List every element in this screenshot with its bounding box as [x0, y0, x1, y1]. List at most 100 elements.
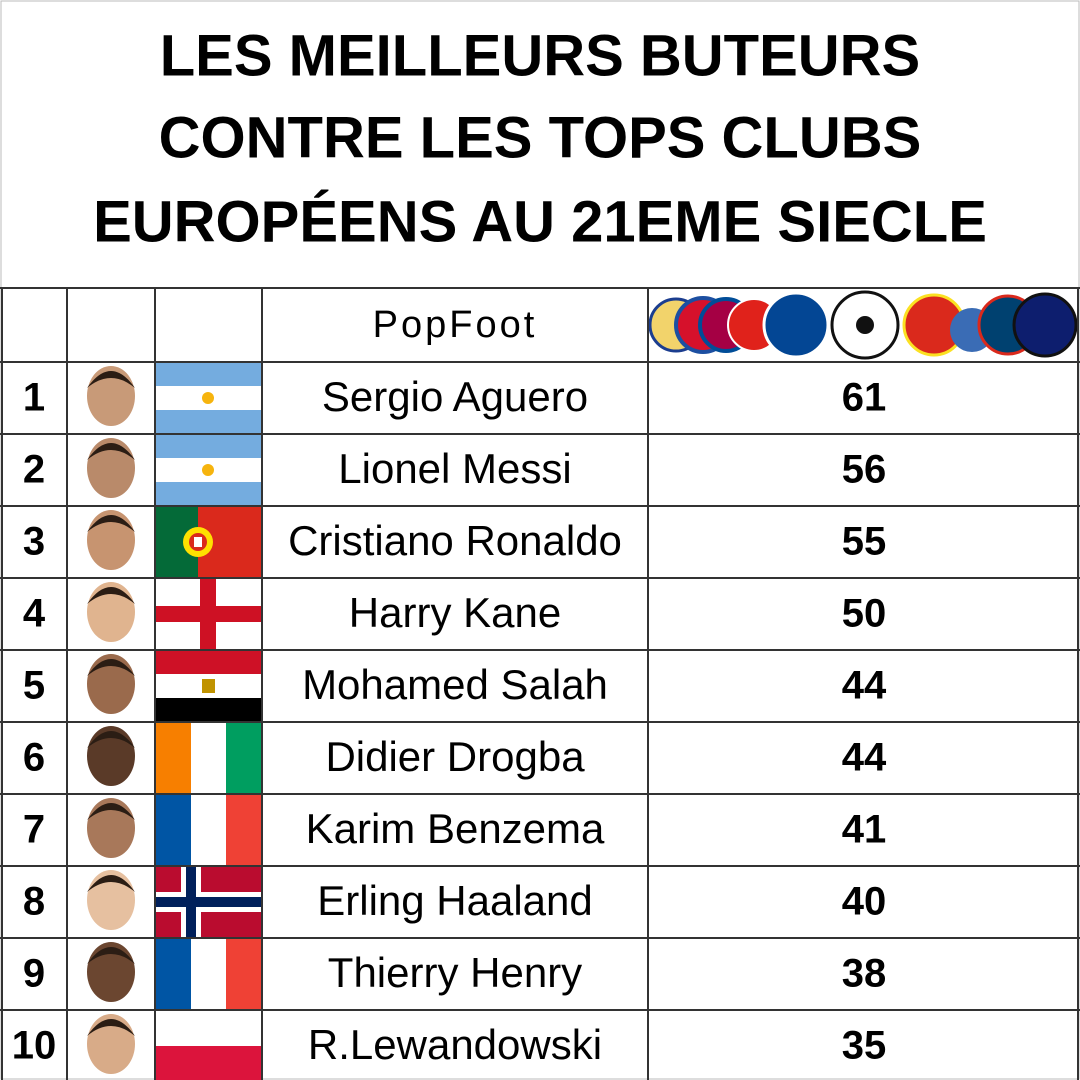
player-name: Thierry Henry	[328, 949, 582, 996]
brand-logo: PopFoot	[373, 304, 538, 346]
rank: 6	[23, 736, 45, 780]
goals: 56	[842, 448, 887, 492]
photo-head	[87, 654, 135, 714]
club-logo-detail	[856, 316, 874, 334]
player-photo	[87, 510, 135, 570]
player-photo	[87, 942, 135, 1002]
player-name: Karim Benzema	[306, 805, 605, 852]
rank: 5	[23, 664, 45, 708]
rank: 2	[23, 448, 45, 492]
goals: 41	[842, 808, 887, 852]
player-name: Didier Drogba	[325, 733, 585, 780]
flag	[155, 650, 262, 722]
player-photo	[87, 366, 135, 426]
flag-part	[155, 938, 191, 1010]
flag-part	[226, 722, 262, 794]
player-photo	[87, 726, 135, 786]
player-name: Lionel Messi	[338, 445, 571, 492]
photo-head	[87, 942, 135, 1002]
flag-part	[155, 897, 262, 907]
club-logo	[762, 291, 830, 359]
club-logo	[1012, 292, 1078, 358]
rank: 8	[23, 880, 45, 924]
title-line: EUROPÉENS AU 21EME SIECLE	[93, 189, 987, 254]
flag-part	[226, 938, 262, 1010]
photo-hair	[87, 587, 135, 604]
goals: 44	[842, 664, 887, 708]
player-photo	[87, 654, 135, 714]
flag	[155, 1010, 262, 1080]
photo-head	[87, 438, 135, 498]
goals: 40	[842, 880, 887, 924]
photo-head	[87, 726, 135, 786]
photo-hair	[87, 443, 135, 460]
rank: 7	[23, 808, 45, 852]
flag-part	[191, 722, 226, 794]
flag-part	[191, 938, 226, 1010]
player-name: Sergio Aguero	[322, 373, 588, 420]
flag-part	[155, 650, 262, 674]
goals: 55	[842, 520, 887, 564]
goals: 35	[842, 1024, 887, 1068]
player-photo	[87, 438, 135, 498]
photo-head	[87, 798, 135, 858]
player-name: R.Lewandowski	[308, 1021, 602, 1068]
flag-part	[202, 392, 214, 404]
flag-part	[155, 722, 191, 794]
flag-part	[202, 464, 214, 476]
photo-hair	[87, 515, 135, 532]
player-photo	[87, 1014, 135, 1074]
photo-head	[87, 366, 135, 426]
player-photo	[87, 582, 135, 642]
photo-head	[87, 510, 135, 570]
flag-part	[155, 1010, 262, 1046]
player-photo	[87, 870, 135, 930]
rank: 1	[23, 376, 45, 420]
flag-part	[155, 1046, 262, 1080]
photo-hair	[87, 659, 135, 676]
flag	[155, 506, 262, 578]
goals: 44	[842, 736, 887, 780]
rank: 10	[12, 1024, 57, 1068]
photo-hair	[87, 875, 135, 892]
title-line: CONTRE LES TOPS CLUBS	[159, 105, 922, 170]
flag-part	[226, 794, 262, 866]
rank: 9	[23, 952, 45, 996]
goals: 38	[842, 952, 887, 996]
player-name: Erling Haaland	[317, 877, 593, 924]
player-name: Harry Kane	[349, 589, 561, 636]
player-photo	[87, 798, 135, 858]
club-logos	[648, 290, 1078, 360]
flag	[155, 794, 262, 866]
flag	[155, 722, 262, 794]
flag	[155, 578, 262, 650]
flag-part	[191, 794, 226, 866]
photo-hair	[87, 371, 135, 388]
flag	[155, 434, 262, 506]
player-name: Cristiano Ronaldo	[288, 517, 622, 564]
flag-part	[155, 606, 262, 622]
flag-part	[155, 698, 262, 722]
photo-hair	[87, 803, 135, 820]
title-line: LES MEILLEURS BUTEURS	[160, 23, 921, 88]
goals: 50	[842, 592, 887, 636]
goals: 61	[842, 376, 887, 420]
rank: 3	[23, 520, 45, 564]
player-name: Mohamed Salah	[302, 661, 608, 708]
photo-head	[87, 870, 135, 930]
photo-head	[87, 1014, 135, 1074]
flag	[155, 938, 262, 1010]
flag	[155, 866, 262, 938]
rank: 4	[23, 592, 46, 636]
flag	[155, 362, 262, 434]
flag-part	[155, 794, 191, 866]
photo-hair	[87, 1019, 135, 1036]
flag-part	[194, 537, 202, 547]
flag-part	[202, 679, 215, 693]
photo-hair	[87, 947, 135, 964]
photo-head	[87, 582, 135, 642]
photo-hair	[87, 731, 135, 748]
table-grid	[0, 287, 1080, 1080]
